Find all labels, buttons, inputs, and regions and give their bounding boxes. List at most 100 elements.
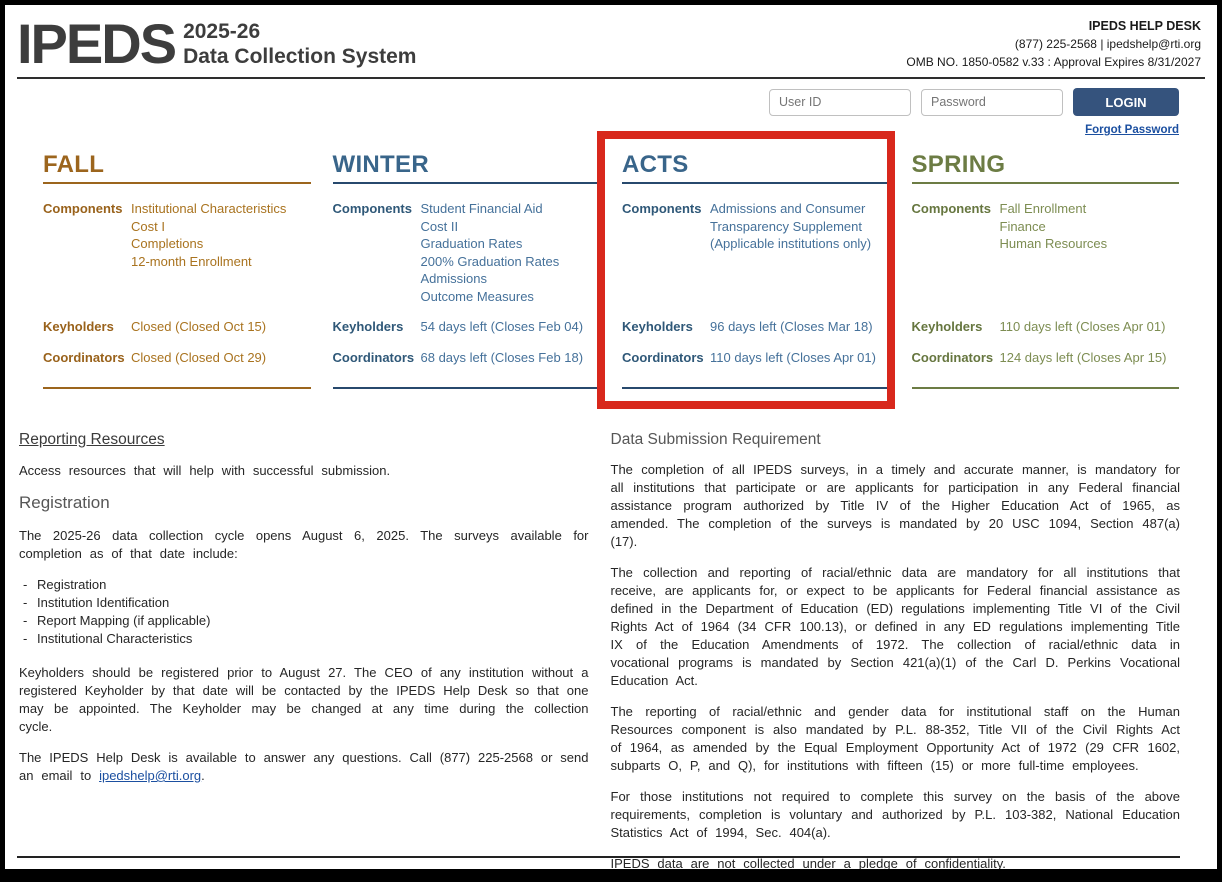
keyholders-row: Keyholders 110 days left (Closes Apr 01): [912, 318, 1180, 336]
component-item: 12-month Enrollment: [131, 253, 252, 269]
coordinators-status: Closed (Closed Oct 29): [131, 349, 267, 365]
keyholders-label: Keyholders: [911, 319, 983, 334]
helpdesk-info: IPEDS HELP DESK (877) 225-2568 | ipedshe…: [906, 13, 1201, 71]
list-item: Institutional Characteristics: [21, 630, 589, 648]
coordinators-label: Coordinators: [332, 349, 415, 365]
components-label: Components: [43, 201, 123, 216]
coordinators-label: Coordinators: [622, 349, 704, 365]
keyholders-status: Closed (Closed Oct 15): [131, 319, 267, 334]
keyholders-label: Keyholders: [43, 319, 114, 334]
ipeds-logo: IPEDS: [17, 12, 177, 75]
collection-seasons: FALL Components Institutional Characteri…: [43, 151, 1179, 389]
component-item: Institutional Characteristics: [131, 201, 287, 216]
submission-paragraph: For those institutions not required to c…: [610, 789, 1181, 840]
keyholders-status: 96 days left (Closes Mar 18): [710, 319, 873, 334]
season-divider: [911, 387, 1179, 389]
logo-subtitle: 2025-26 Data Collection System: [183, 19, 416, 69]
components-label: Components: [911, 201, 991, 216]
system-name: Data Collection System: [183, 45, 417, 68]
footer-divider: [17, 856, 1180, 858]
season-column-fall: FALL Components Institutional Characteri…: [43, 151, 311, 389]
season-column-winter: WINTER Components Student Financial Aid …: [332, 151, 601, 389]
list-item: Report Mapping (if applicable): [21, 612, 589, 630]
keyholders-row: Keyholders Closed (Closed Oct 15): [43, 318, 311, 336]
keyholders-status: 110 days left (Closes Apr 01): [999, 319, 1166, 334]
coordinators-status: 68 days left (Closes Feb 18): [420, 349, 584, 365]
reporting-resources-link[interactable]: Reporting Resources: [19, 431, 165, 448]
collection-cycle: 2025-26: [183, 20, 261, 43]
coordinators-row: Coordinators 124 days left (Closes Apr 1…: [912, 349, 1180, 367]
helpdesk-title: IPEDS HELP DESK: [1088, 19, 1201, 33]
coordinators-row: Coordinators 68 days left (Closes Feb 18…: [333, 349, 601, 367]
components-list: Institutional Characteristics Cost I Com…: [131, 200, 311, 318]
omb-approval: OMB NO. 1850-0582 v.33 : Approval Expire…: [906, 55, 1201, 69]
component-item: Student Financial Aid: [420, 201, 543, 216]
components-row: Components Institutional Characteristics…: [43, 200, 311, 318]
components-label: Components: [332, 201, 412, 216]
components-row: Components Student Financial Aid Cost II…: [333, 200, 601, 318]
coordinators-status: 110 days left (Closes Apr 01): [710, 349, 876, 365]
coordinators-label: Coordinators: [911, 349, 994, 365]
forgot-password-row: Forgot Password: [5, 120, 1179, 138]
registration-intro: The 2025-26 data collection cycle opens …: [19, 528, 589, 561]
submission-paragraph: IPEDS data are not collected under a ple…: [610, 856, 1006, 871]
right-column: Data Submission Requirement The completi…: [611, 431, 1181, 882]
submission-paragraph: The reporting of racial/ethnic and gende…: [610, 704, 1181, 773]
bottom-bar: [5, 869, 1217, 882]
coordinators-label: Coordinators: [43, 349, 125, 365]
registration-survey-list: Registration Institution Identification …: [21, 576, 589, 648]
components-row: Components Fall Enrollment Finance Human…: [912, 200, 1180, 318]
component-item: Graduation Rates: [420, 236, 523, 251]
coordinators-row: Coordinators Closed (Closed Oct 29): [43, 349, 311, 367]
season-title: FALL: [43, 151, 311, 184]
forgot-password-link[interactable]: Forgot Password: [1085, 124, 1179, 136]
submission-paragraph: The collection and reporting of racial/e…: [610, 565, 1181, 688]
components-list: Student Financial Aid Cost II Graduation…: [421, 200, 601, 318]
season-column-acts: ACTS Components Admissions and Consumer …: [622, 151, 890, 389]
helpdesk-note: The IPEDS Help Desk is available to answ…: [19, 749, 589, 785]
component-item: 200% Graduation Rates: [420, 253, 560, 269]
login-button[interactable]: LOGIN: [1073, 88, 1179, 116]
components-list: Fall Enrollment Finance Human Resources: [1000, 200, 1180, 318]
reporting-resources-description: Access resources that will help with suc…: [19, 463, 391, 478]
component-item: Admissions: [420, 271, 487, 286]
keyholders-row: Keyholders 54 days left (Closes Feb 04): [333, 318, 601, 336]
login-bar: LOGIN: [5, 88, 1179, 116]
keyholders-label: Keyholders: [332, 319, 404, 334]
season-divider: [43, 387, 311, 389]
coordinators-row: Coordinators 110 days left (Closes Apr 0…: [622, 349, 890, 367]
component-item: Admissions and Consumer Transparency Sup…: [710, 201, 872, 251]
user-id-input[interactable]: [769, 88, 911, 116]
components-label: Components: [622, 201, 702, 216]
helpdesk-contact: (877) 225-2568 | ipedshelp@rti.org: [1014, 37, 1201, 51]
logo-block: IPEDS 2025-26 Data Collection System: [17, 13, 416, 75]
helpdesk-email-link[interactable]: ipedshelp@rti.org: [99, 768, 202, 783]
data-submission-heading: Data Submission Requirement: [610, 431, 821, 448]
component-item: Human Resources: [999, 236, 1108, 251]
component-item: Completions: [131, 236, 204, 251]
component-item: Fall Enrollment: [999, 201, 1087, 216]
keyholders-label: Keyholders: [622, 319, 693, 334]
keyholder-registration-note: Keyholders should be registered prior to…: [19, 665, 589, 734]
registration-heading: Registration: [19, 493, 110, 512]
season-title: SPRING: [911, 151, 1179, 184]
keyholders-status: 54 days left (Closes Feb 04): [420, 319, 584, 334]
lower-content: Reporting Resources Access resources tha…: [19, 431, 1180, 882]
components-list: Admissions and Consumer Transparency Sup…: [710, 200, 890, 318]
header-divider: [17, 77, 1205, 79]
page-header: IPEDS 2025-26 Data Collection System IPE…: [5, 5, 1217, 77]
submission-paragraph: The completion of all IPEDS surveys, in …: [610, 462, 1181, 549]
component-item: Finance: [999, 218, 1046, 234]
season-column-spring: SPRING Components Fall Enrollment Financ…: [911, 151, 1180, 389]
components-row: Components Admissions and Consumer Trans…: [622, 200, 890, 318]
list-item: Registration: [21, 576, 589, 594]
season-divider: [622, 387, 890, 389]
season-divider: [332, 387, 600, 389]
list-item: Institution Identification: [21, 594, 589, 612]
helpdesk-note-text: The IPEDS Help Desk is available to answ…: [19, 750, 589, 783]
password-input[interactable]: [921, 88, 1063, 116]
helpdesk-note-period: .: [201, 768, 205, 783]
season-title: WINTER: [332, 151, 600, 184]
keyholders-row: Keyholders 96 days left (Closes Mar 18): [622, 318, 890, 336]
